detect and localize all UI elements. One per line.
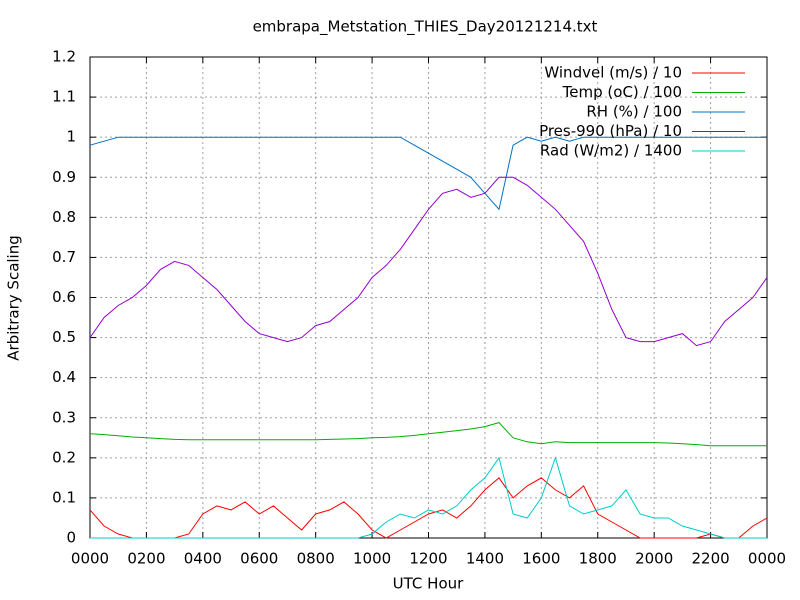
x-tick-label: 1600 xyxy=(522,550,560,568)
y-axis-label: Arbitrary Scaling xyxy=(5,235,23,361)
y-tick-label: 0.5 xyxy=(52,328,76,346)
legend-label: Pres-990 (hPa) / 10 xyxy=(539,122,682,140)
x-tick-label: 1000 xyxy=(353,550,391,568)
x-tick-label: 0000 xyxy=(71,550,109,568)
plot-border xyxy=(89,56,768,539)
x-tick-label: 1800 xyxy=(579,550,617,568)
y-tick-label: 0.8 xyxy=(52,208,76,226)
x-tick-label: 2000 xyxy=(635,550,673,568)
y-tick-label: 0 xyxy=(66,529,76,547)
series-line xyxy=(89,136,767,211)
x-tick-label: 1200 xyxy=(409,550,447,568)
x-tick-label: 2200 xyxy=(691,550,729,568)
x-tick-label: 0800 xyxy=(297,550,335,568)
y-tick-label: 0.9 xyxy=(52,168,76,186)
x-tick-label: 0400 xyxy=(184,550,222,568)
x-axis-label: UTC Hour xyxy=(393,575,464,593)
legend-label: Temp (oC) / 100 xyxy=(562,83,682,101)
y-tick-label: 1.2 xyxy=(52,48,76,66)
legend-label: Rad (W/m2) / 1400 xyxy=(540,142,682,160)
x-tick-label: 1400 xyxy=(466,550,504,568)
y-tick-label: 0.6 xyxy=(52,288,76,306)
x-tick-label: 0200 xyxy=(127,550,165,568)
y-tick-label: 0.3 xyxy=(52,408,76,426)
legend-label: Windvel (m/s) / 10 xyxy=(544,64,682,82)
series-line xyxy=(90,456,767,539)
legend-label: RH (%) / 100 xyxy=(586,103,682,121)
y-tick-label: 1.1 xyxy=(52,88,76,106)
y-tick-label: 0.2 xyxy=(52,448,76,466)
series-line xyxy=(89,176,768,347)
x-tick-label: 0000 xyxy=(748,550,786,568)
x-tick-label: 0600 xyxy=(240,550,278,568)
y-tick-label: 0.4 xyxy=(52,368,76,386)
y-tick-label: 0.1 xyxy=(52,488,76,506)
y-tick-label: 0.7 xyxy=(52,248,76,266)
series-line xyxy=(89,422,767,447)
chart-title: embrapa_Metstation_THIES_Day20121214.txt xyxy=(253,18,598,37)
series-line xyxy=(89,477,768,539)
y-tick-label: 1 xyxy=(66,128,76,146)
